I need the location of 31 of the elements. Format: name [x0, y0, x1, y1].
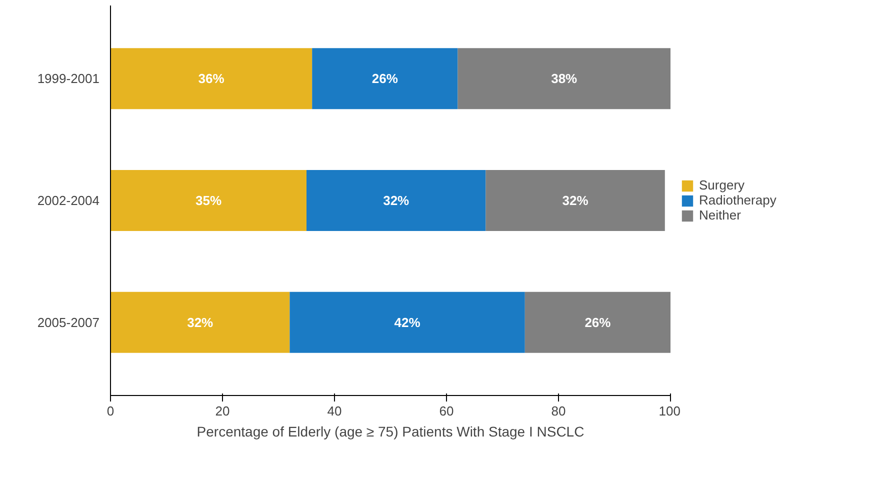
legend-label: Radiotherapy	[699, 192, 776, 208]
y-tick-label: 2002-2004	[37, 193, 100, 208]
y-tick-label: 1999-2001	[37, 71, 100, 86]
x-tick-label: 60	[439, 404, 454, 418]
x-tick-label: 80	[551, 404, 566, 418]
bar	[312, 48, 458, 110]
data-label: 32%	[383, 193, 410, 208]
legend-label: Surgery	[699, 178, 745, 192]
bar	[524, 292, 670, 353]
y-tick-label: 2005-2007	[37, 314, 100, 330]
bar	[458, 48, 670, 110]
data-label: 42%	[394, 314, 421, 330]
bar	[110, 48, 312, 110]
x-tick-label: 40	[327, 404, 342, 418]
bar	[306, 170, 486, 231]
bar	[110, 170, 306, 231]
data-label: 32%	[187, 314, 214, 330]
data-label: 32%	[562, 193, 589, 208]
legend-label: Neither	[699, 208, 741, 222]
data-label: 38%	[551, 71, 578, 86]
x-tick-label: 20	[215, 404, 230, 418]
bar	[486, 170, 665, 231]
data-label: 35%	[195, 193, 222, 208]
x-tick-label: 0	[106, 404, 114, 418]
bar	[110, 292, 290, 353]
data-label: 26%	[584, 314, 612, 330]
x-tick-label: 100	[658, 404, 681, 418]
x-axis-title: Percentage of Elderly (age ≥ 75) Patients With Stage I NSCLC	[196, 424, 584, 440]
data-label: 26%	[372, 71, 398, 86]
bar	[290, 292, 525, 353]
data-label: 36%	[198, 71, 225, 86]
